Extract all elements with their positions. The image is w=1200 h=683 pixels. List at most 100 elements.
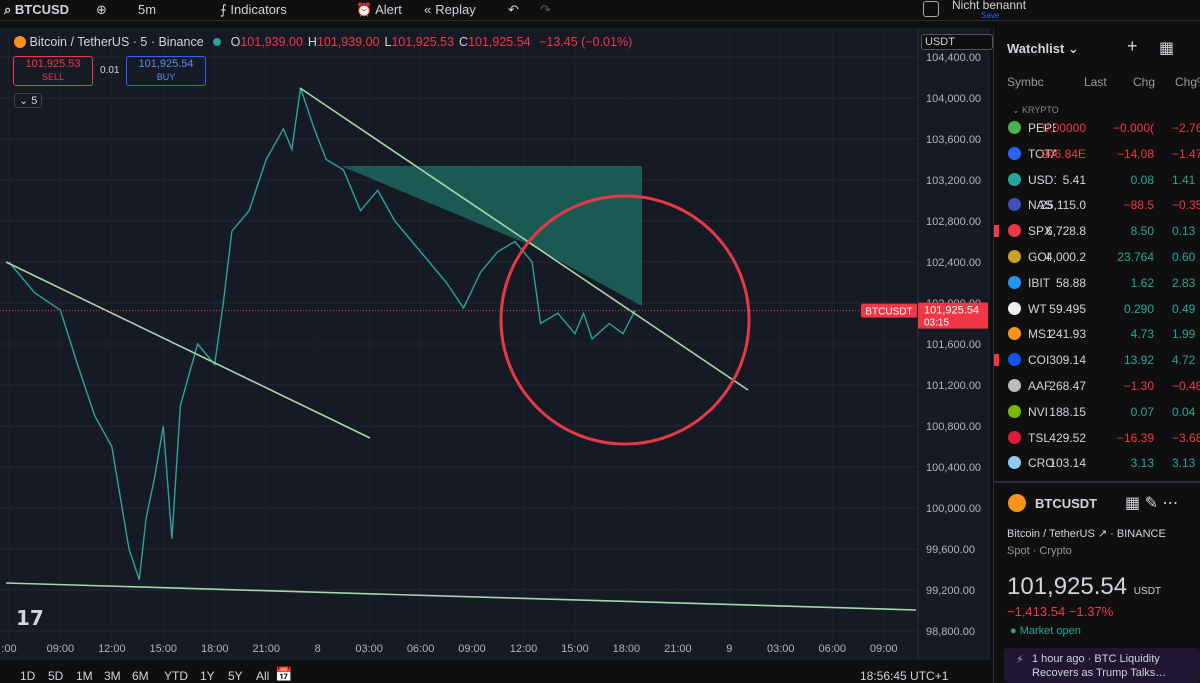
replay[interactable]: «Replay — [424, 2, 476, 17]
watchlist-row[interactable]: USD1 5.41 0.08 1.41 — [994, 168, 1200, 192]
x-tick-label: 03:00 — [355, 643, 383, 655]
alert[interactable]: ⏰ Alert — [356, 2, 402, 17]
sell-button[interactable]: 101,925.53 SELL — [13, 56, 93, 86]
news[interactable] — [1004, 648, 1200, 683]
ohlc-label: L — [384, 35, 392, 49]
watchlist-row[interactable]: TOTA 946.84E −14.08 −1.47 — [994, 142, 1200, 166]
row-chg-pct: 0.04 — [1172, 404, 1196, 419]
row-chg-pct: 2.83 — [1172, 275, 1196, 290]
price-tag-value: 101,925.54 — [924, 305, 979, 317]
column-header[interactable]: Chg% — [1175, 75, 1200, 89]
x-tick-label: 21:00 — [252, 643, 280, 655]
watchlist-row[interactable]: GOI 4,000.2 23.764 0.60 — [994, 245, 1200, 269]
watchlist-row[interactable]: CRO 103.14 3.13 3.13 — [994, 451, 1200, 475]
indicator-toggle[interactable]: ⌄ 5 — [14, 93, 43, 108]
row-symbol: NVI — [1028, 404, 1049, 419]
indicator-count: 5 — [31, 95, 38, 107]
trend-line — [5, 261, 371, 439]
add-symbol[interactable]: ⊕ — [96, 2, 107, 17]
watchlist-row[interactable]: SPX 6,728.8 8.50 0.13 — [994, 219, 1200, 243]
add-button[interactable]: + — [1127, 36, 1138, 56]
alert-label: Alert — [375, 2, 402, 17]
column-header[interactable]: Chg — [1133, 75, 1156, 89]
watchlist-row[interactable]: IBIT 58.88 1.62 2.83 — [994, 271, 1200, 295]
layout-checkbox[interactable] — [923, 1, 939, 17]
range-button[interactable]: All — [256, 669, 270, 683]
row-last: 6,728.8 — [1045, 224, 1086, 239]
row-chg-pct: −1.47 — [1172, 146, 1200, 161]
range-button[interactable]: YTD — [164, 669, 188, 683]
interval[interactable]: 5m — [138, 2, 157, 17]
symbol-search[interactable]: ⌕ BTCUSD — [4, 2, 70, 17]
range-button[interactable]: 1D — [20, 669, 36, 683]
row-chg-pct: −0.48 — [1172, 379, 1200, 393]
sell-price: 101,925.53 — [25, 58, 81, 70]
row-last: 58.88 — [1055, 275, 1086, 290]
row-last: 59.495 — [1049, 301, 1086, 316]
row-last: 4,000.2 — [1045, 250, 1086, 264]
watchlist-row[interactable]: MS1 241.93 4.73 1.99 — [994, 322, 1200, 346]
column-header[interactable]: Last — [1084, 75, 1107, 89]
row-chg-pct: 0.13 — [1172, 224, 1196, 239]
row-last: 25,115.0 — [1040, 198, 1086, 213]
ohlc-label: O — [230, 35, 241, 49]
watchlist-row[interactable]: TSL 429.52 −16.39 −3.68 — [994, 426, 1200, 450]
range-button[interactable]: 1M — [76, 669, 93, 683]
layout-name[interactable]: Nicht benannt — [952, 0, 1027, 12]
undo[interactable]: ↶ — [508, 2, 519, 17]
x-tick-label: 8 — [315, 643, 321, 655]
y-tick-label: 102,400.00 — [926, 257, 981, 269]
range-button[interactable]: 3M — [104, 669, 121, 683]
grid-button[interactable]: ▦ — [1159, 40, 1175, 57]
row-symbol: COI — [1028, 353, 1050, 368]
detail-symbol: BTCUSDT — [1035, 496, 1098, 511]
watchlist-row[interactable]: COI 309.14 13.92 4.72 — [994, 348, 1200, 372]
range-button[interactable]: 5D — [48, 669, 64, 683]
x-tick-label: 09:00 — [870, 643, 898, 655]
ohlc-value: 101,939.00 — [316, 35, 380, 49]
currency-select[interactable]: USDT — [921, 34, 993, 50]
buy-label: BUY — [156, 72, 176, 82]
watchlist-row[interactable]: NVI 188.15 0.07 0.04 — [994, 400, 1200, 424]
detail-exchange: BINANCE — [1116, 528, 1166, 540]
column-header[interactable]: Symbc — [1007, 75, 1044, 89]
range-button[interactable]: 6M — [132, 669, 149, 683]
watchlist-row[interactable]: AAF 268.47 −1.30 −0.48 — [994, 374, 1200, 398]
symbol-icon — [1008, 456, 1021, 470]
symbol-icon — [1008, 327, 1021, 341]
range-button[interactable]: 1Y — [200, 669, 215, 683]
watchlist-row[interactable]: PEPE0.00000 −0.000(−2.76 — [994, 116, 1200, 140]
divider — [993, 481, 1200, 483]
ohlc-label: H — [307, 35, 317, 49]
watchlist-row[interactable]: WT 59.495 0.290 0.49 — [994, 297, 1200, 321]
x-tick-label: 12:00 — [510, 643, 538, 655]
row-chg: 13.92 — [1123, 353, 1154, 368]
range-button[interactable]: 5Y — [228, 669, 243, 683]
section-label: KRYPTO — [1022, 105, 1059, 115]
x-tick-label: :00 — [1, 643, 16, 655]
buy-button[interactable]: 101,925.54 BUY — [126, 56, 206, 86]
row-symbol: MS1 — [1028, 327, 1053, 342]
x-tick-label: 09:00 — [47, 643, 75, 655]
indicators[interactable]: ⨍ Indicators — [220, 2, 287, 17]
row-chg: 23.764 — [1117, 250, 1154, 264]
watchlist-row[interactable]: NAS 25,115.0 −88.5 −0.35 — [994, 193, 1200, 217]
x-tick-label: 03:00 — [767, 643, 795, 655]
save[interactable]: Save — [981, 11, 1000, 20]
row-last: 429.52 — [1049, 430, 1086, 445]
grid — [0, 28, 918, 640]
date-range-icon[interactable]: 📅 — [275, 666, 293, 682]
logo: 𝟭𝟳 — [16, 608, 44, 630]
row-chg: −1.30 — [1123, 379, 1154, 393]
y-tick-label: 104,400.00 — [926, 52, 981, 64]
symbol-icon — [1008, 301, 1021, 315]
y-tick-label: 99,200.00 — [926, 585, 975, 597]
watchlist-title[interactable]: Watchlist ⌄ — [1007, 41, 1079, 56]
indicators-label: Indicators — [230, 2, 287, 17]
detail-actions[interactable]: ▦ ✎ ⋯ — [1125, 495, 1179, 512]
trend-line — [299, 87, 749, 391]
redo[interactable]: ↷ — [540, 2, 551, 17]
row-symbol: TSL — [1028, 430, 1051, 445]
y-tick-label: 104,000.00 — [926, 93, 981, 105]
sell-label: SELL — [41, 72, 65, 82]
